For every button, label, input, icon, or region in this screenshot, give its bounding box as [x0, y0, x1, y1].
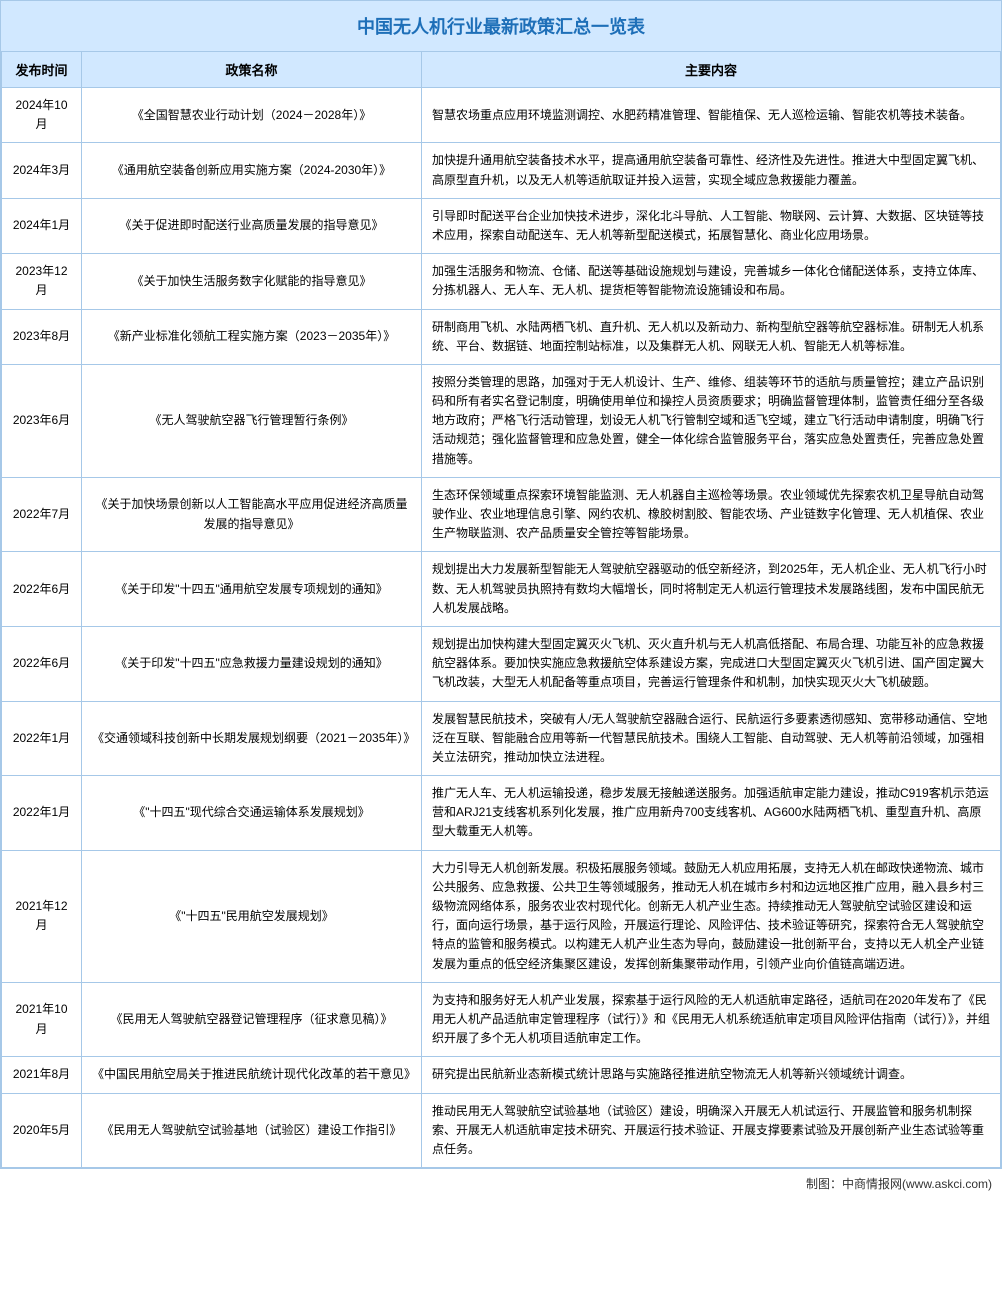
table-row: 2021年12月《"十四五"民用航空发展规划》大力引导无人机创新发展。积极拓展服…: [2, 850, 1001, 982]
policy-cell: 《关于加快场景创新以人工智能高水平应用促进经济高质量发展的指导意见》: [82, 477, 422, 552]
policy-cell: 《全国智慧农业行动计划（2024－2028年）》: [82, 88, 422, 143]
date-cell: 2024年3月: [2, 143, 82, 198]
policy-cell: 《关于促进即时配送行业高质量发展的指导意见》: [82, 198, 422, 253]
content-cell: 加强生活服务和物流、仓储、配送等基础设施规划与建设，完善城乡一体化仓储配送体系，…: [422, 254, 1001, 309]
content-cell: 推动民用无人驾驶航空试验基地（试验区）建设，明确深入开展无人机试运行、开展监管和…: [422, 1093, 1001, 1168]
date-cell: 2023年12月: [2, 254, 82, 309]
policy-cell: 《中国民用航空局关于推进民航统计现代化改革的若干意见》: [82, 1057, 422, 1093]
policy-cell: 《通用航空装备创新应用实施方案（2024-2030年）》: [82, 143, 422, 198]
col-header-content: 主要内容: [422, 52, 1001, 88]
date-cell: 2023年6月: [2, 364, 82, 477]
content-cell: 按照分类管理的思路，加强对于无人机设计、生产、维修、组装等环节的适航与质量管控；…: [422, 364, 1001, 477]
content-cell: 为支持和服务好无人机产业发展，探索基于运行风险的无人机适航审定路径，适航司在20…: [422, 982, 1001, 1057]
table-row: 2022年6月《关于印发"十四五"通用航空发展专项规划的通知》规划提出大力发展新…: [2, 552, 1001, 627]
date-cell: 2022年1月: [2, 701, 82, 776]
table-row: 2021年10月《民用无人驾驶航空器登记管理程序（征求意见稿）》为支持和服务好无…: [2, 982, 1001, 1057]
content-cell: 研制商用飞机、水陆两栖飞机、直升机、无人机以及新动力、新构型航空器等航空器标准。…: [422, 309, 1001, 364]
table-row: 2022年1月《交通领域科技创新中长期发展规划纲要（2021－2035年）》发展…: [2, 701, 1001, 776]
content-cell: 研究提出民航新业态新模式统计思路与实施路径推进航空物流无人机等新兴领域统计调查。: [422, 1057, 1001, 1093]
table-row: 2023年6月《无人驾驶航空器飞行管理暂行条例》按照分类管理的思路，加强对于无人…: [2, 364, 1001, 477]
table-row: 2023年8月《新产业标准化领航工程实施方案（2023－2035年）》研制商用飞…: [2, 309, 1001, 364]
content-cell: 引导即时配送平台企业加快技术进步，深化北斗导航、人工智能、物联网、云计算、大数据…: [422, 198, 1001, 253]
table-row: 2022年1月《"十四五"现代综合交通运输体系发展规划》推广无人车、无人机运输投…: [2, 776, 1001, 851]
policy-table: 发布时间 政策名称 主要内容 2024年10月《全国智慧农业行动计划（2024－…: [1, 51, 1001, 1168]
date-cell: 2020年5月: [2, 1093, 82, 1168]
policy-cell: 《"十四五"民用航空发展规划》: [82, 850, 422, 982]
table-row: 2021年8月《中国民用航空局关于推进民航统计现代化改革的若干意见》研究提出民航…: [2, 1057, 1001, 1093]
content-cell: 发展智慧民航技术，突破有人/无人驾驶航空器融合运行、民航运行多要素透彻感知、宽带…: [422, 701, 1001, 776]
date-cell: 2021年8月: [2, 1057, 82, 1093]
table-row: 2023年12月《关于加快生活服务数字化赋能的指导意见》加强生活服务和物流、仓储…: [2, 254, 1001, 309]
table-row: 2022年6月《关于印发"十四五"应急救援力量建设规划的通知》规划提出加快构建大…: [2, 626, 1001, 701]
policy-cell: 《民用无人驾驶航空器登记管理程序（征求意见稿）》: [82, 982, 422, 1057]
table-row: 2024年10月《全国智慧农业行动计划（2024－2028年）》智慧农场重点应用…: [2, 88, 1001, 143]
date-cell: 2022年7月: [2, 477, 82, 552]
col-header-date: 发布时间: [2, 52, 82, 88]
content-cell: 加快提升通用航空装备技术水平，提高通用航空装备可靠性、经济性及先进性。推进大中型…: [422, 143, 1001, 198]
policy-cell: 《关于印发"十四五"应急救援力量建设规划的通知》: [82, 626, 422, 701]
footer-credit: 制图：中商情报网(www.askci.com): [0, 1169, 1002, 1198]
date-cell: 2024年1月: [2, 198, 82, 253]
content-cell: 推广无人车、无人机运输投递，稳步发展无接触递送服务。加强适航审定能力建设，推动C…: [422, 776, 1001, 851]
content-cell: 规划提出加快构建大型固定翼灭火飞机、灭火直升机与无人机高低搭配、布局合理、功能互…: [422, 626, 1001, 701]
date-cell: 2022年6月: [2, 552, 82, 627]
policy-cell: 《关于印发"十四五"通用航空发展专项规划的通知》: [82, 552, 422, 627]
policy-cell: 《交通领域科技创新中长期发展规划纲要（2021－2035年）》: [82, 701, 422, 776]
policy-cell: 《新产业标准化领航工程实施方案（2023－2035年）》: [82, 309, 422, 364]
table-body: 2024年10月《全国智慧农业行动计划（2024－2028年）》智慧农场重点应用…: [2, 88, 1001, 1168]
col-header-policy: 政策名称: [82, 52, 422, 88]
date-cell: 2022年1月: [2, 776, 82, 851]
policy-cell: 《"十四五"现代综合交通运输体系发展规划》: [82, 776, 422, 851]
date-cell: 2024年10月: [2, 88, 82, 143]
policy-table-container: 中国无人机行业最新政策汇总一览表 发布时间 政策名称 主要内容 2024年10月…: [0, 0, 1002, 1169]
table-row: 2024年1月《关于促进即时配送行业高质量发展的指导意见》引导即时配送平台企业加…: [2, 198, 1001, 253]
date-cell: 2023年8月: [2, 309, 82, 364]
date-cell: 2022年6月: [2, 626, 82, 701]
table-row: 2022年7月《关于加快场景创新以人工智能高水平应用促进经济高质量发展的指导意见…: [2, 477, 1001, 552]
table-row: 2020年5月《民用无人驾驶航空试验基地（试验区）建设工作指引》推动民用无人驾驶…: [2, 1093, 1001, 1168]
date-cell: 2021年10月: [2, 982, 82, 1057]
table-title: 中国无人机行业最新政策汇总一览表: [1, 1, 1001, 51]
policy-cell: 《关于加快生活服务数字化赋能的指导意见》: [82, 254, 422, 309]
date-cell: 2021年12月: [2, 850, 82, 982]
content-cell: 智慧农场重点应用环境监测调控、水肥药精准管理、智能植保、无人巡检运输、智能农机等…: [422, 88, 1001, 143]
table-header-row: 发布时间 政策名称 主要内容: [2, 52, 1001, 88]
policy-cell: 《无人驾驶航空器飞行管理暂行条例》: [82, 364, 422, 477]
table-row: 2024年3月《通用航空装备创新应用实施方案（2024-2030年）》加快提升通…: [2, 143, 1001, 198]
policy-cell: 《民用无人驾驶航空试验基地（试验区）建设工作指引》: [82, 1093, 422, 1168]
content-cell: 规划提出大力发展新型智能无人驾驶航空器驱动的低空新经济，到2025年，无人机企业…: [422, 552, 1001, 627]
content-cell: 大力引导无人机创新发展。积极拓展服务领域。鼓励无人机应用拓展，支持无人机在邮政快…: [422, 850, 1001, 982]
content-cell: 生态环保领域重点探索环境智能监测、无人机器自主巡检等场景。农业领域优先探索农机卫…: [422, 477, 1001, 552]
